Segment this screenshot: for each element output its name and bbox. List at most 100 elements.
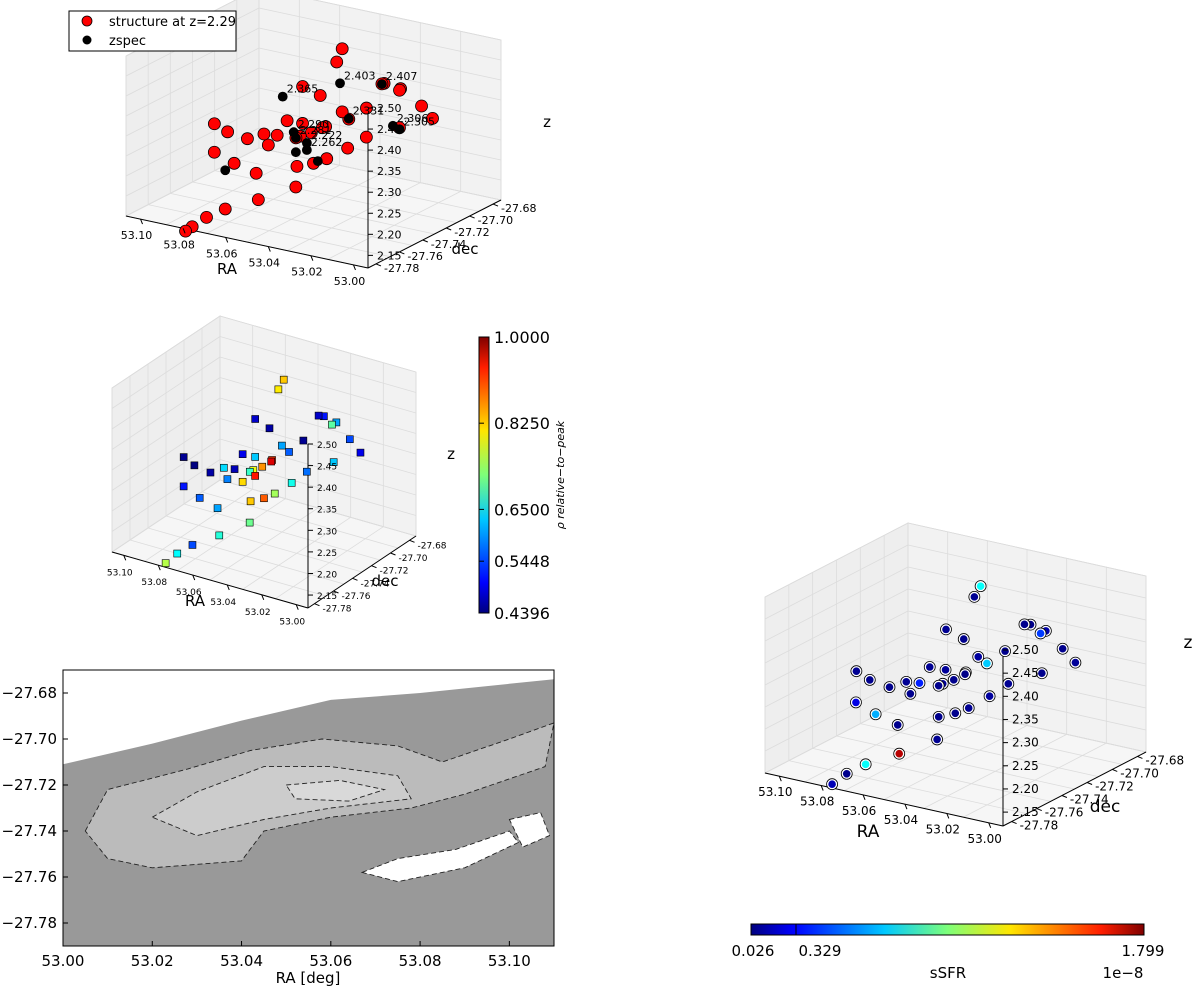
ytick-label: -27.76: [1045, 806, 1084, 820]
structure-point: [227, 156, 241, 170]
ytick-mark: [469, 215, 475, 219]
density-point: [274, 385, 283, 394]
gridline: [201, 491, 399, 549]
ztick-label: 2.15: [317, 592, 337, 602]
ssfr-point: [866, 676, 874, 684]
zspec-annotation: 2.305: [404, 115, 436, 128]
xtick-label: 53.02: [245, 608, 271, 618]
ssfr-point: [895, 749, 904, 758]
xtick-label: 53.10: [121, 229, 153, 242]
ssfr-point: [1020, 620, 1029, 629]
ytick-label: -27.68: [418, 541, 447, 551]
structure-point: [251, 193, 265, 207]
ytick-label: -27.72: [1095, 779, 1134, 793]
gridline: [125, 47, 260, 117]
contour-xtick-label: 53.04: [220, 952, 263, 970]
contour-ytick-label: −27.76: [1, 868, 57, 886]
panel4-zlabel: z: [1184, 633, 1193, 653]
ssfr-point: [893, 721, 902, 729]
gridline: [219, 479, 417, 537]
gridline: [907, 566, 1147, 621]
density-point: [245, 518, 254, 527]
contour-xtick-label: 53.02: [131, 952, 174, 970]
gridline: [907, 610, 1147, 665]
zspec-annotation: 2.403: [344, 69, 376, 82]
ssfr-point: [941, 666, 950, 674]
panel2-zlabel: z: [447, 445, 455, 463]
ssfr-point: [1038, 669, 1046, 678]
panel1-zlabel: z: [543, 113, 551, 131]
xtick-mark: [353, 264, 356, 271]
gridline: [111, 479, 221, 553]
ytick-label: -27.68: [501, 202, 536, 215]
density-point: [345, 435, 354, 444]
density-point: [238, 477, 247, 486]
axis-line: [367, 199, 502, 269]
panel2-ticks: 53.10 53.08 53.06 53.04 53.02 53.00 -27.78 -27.…: [107, 441, 447, 628]
ytick-label: -27.68: [1145, 753, 1184, 767]
density-point: [285, 448, 293, 456]
colorbar-rho-tick-label: 0.4396: [494, 604, 550, 623]
structure-point: [335, 105, 349, 119]
ztick-label: 2.25: [377, 207, 402, 220]
gridline: [907, 698, 1147, 753]
ztick-label: 2.20: [377, 228, 402, 241]
density-point: [287, 479, 296, 487]
ssfr-point: [861, 760, 870, 769]
contour-xlabel: RA [deg]: [276, 969, 341, 987]
gridline: [111, 459, 221, 532]
contour-frame: [62, 669, 555, 947]
ztick-label: 2.20: [1012, 782, 1039, 796]
gridline: [125, 67, 260, 137]
zspec-annotation: 2.365: [287, 83, 319, 96]
density-point: [195, 494, 204, 502]
density-point: [230, 465, 239, 473]
contour-ytick-label: −27.70: [1, 730, 57, 748]
zspec-annotation: 2.306: [397, 112, 429, 125]
structure-point: [200, 210, 213, 224]
xtick-label: 53.00: [279, 618, 305, 628]
zspec-annotation: 2.222: [311, 129, 343, 142]
ztick-label: 2.30: [1012, 736, 1039, 750]
ssfr-point: [871, 710, 880, 719]
xtick-mark: [778, 775, 782, 782]
xtick-mark: [820, 785, 824, 791]
xtick-mark: [182, 228, 186, 234]
zspec-point: [312, 156, 323, 167]
gridline: [219, 418, 417, 475]
gridline: [111, 418, 221, 491]
structure-point: [415, 99, 428, 113]
colorbar-ssfr-offset: 1e−8: [1103, 964, 1144, 982]
ytick-mark: [1137, 755, 1143, 759]
gridline: [111, 438, 221, 512]
panel1-axes-box: [124, 0, 503, 269]
gridline: [111, 336, 221, 409]
gridline: [764, 654, 909, 730]
xtick-label: 53.10: [758, 785, 792, 799]
gridline: [111, 377, 221, 450]
ssfr-point: [902, 678, 911, 686]
xtick-mark: [904, 803, 908, 810]
structure-point: [218, 202, 232, 216]
xtick-mark: [988, 822, 992, 829]
gridline: [764, 588, 909, 664]
ssfr-point: [934, 681, 943, 690]
ytick-mark: [390, 552, 396, 556]
ytick-mark: [375, 263, 382, 267]
ssfr-point: [1036, 629, 1045, 638]
gridline: [907, 522, 1147, 577]
ssfr-point: [1071, 658, 1080, 667]
legend: structure at z=2.29 zspec: [68, 10, 237, 52]
contour-ytick-label: −27.78: [1, 914, 57, 932]
structure-point: [335, 42, 349, 56]
density-point: [188, 541, 197, 549]
contour-hole: [508, 812, 551, 848]
zspec-annotation: 2.262: [311, 136, 343, 149]
gridline: [125, 127, 260, 197]
gridline: [125, 107, 260, 177]
ytick-label: -27.76: [407, 250, 442, 263]
ssfr-point: [915, 679, 924, 687]
density-point: [278, 441, 286, 450]
zspec-annotation: 2.281: [300, 124, 332, 137]
colorbar-rho-tick-label: 0.6500: [494, 500, 550, 519]
